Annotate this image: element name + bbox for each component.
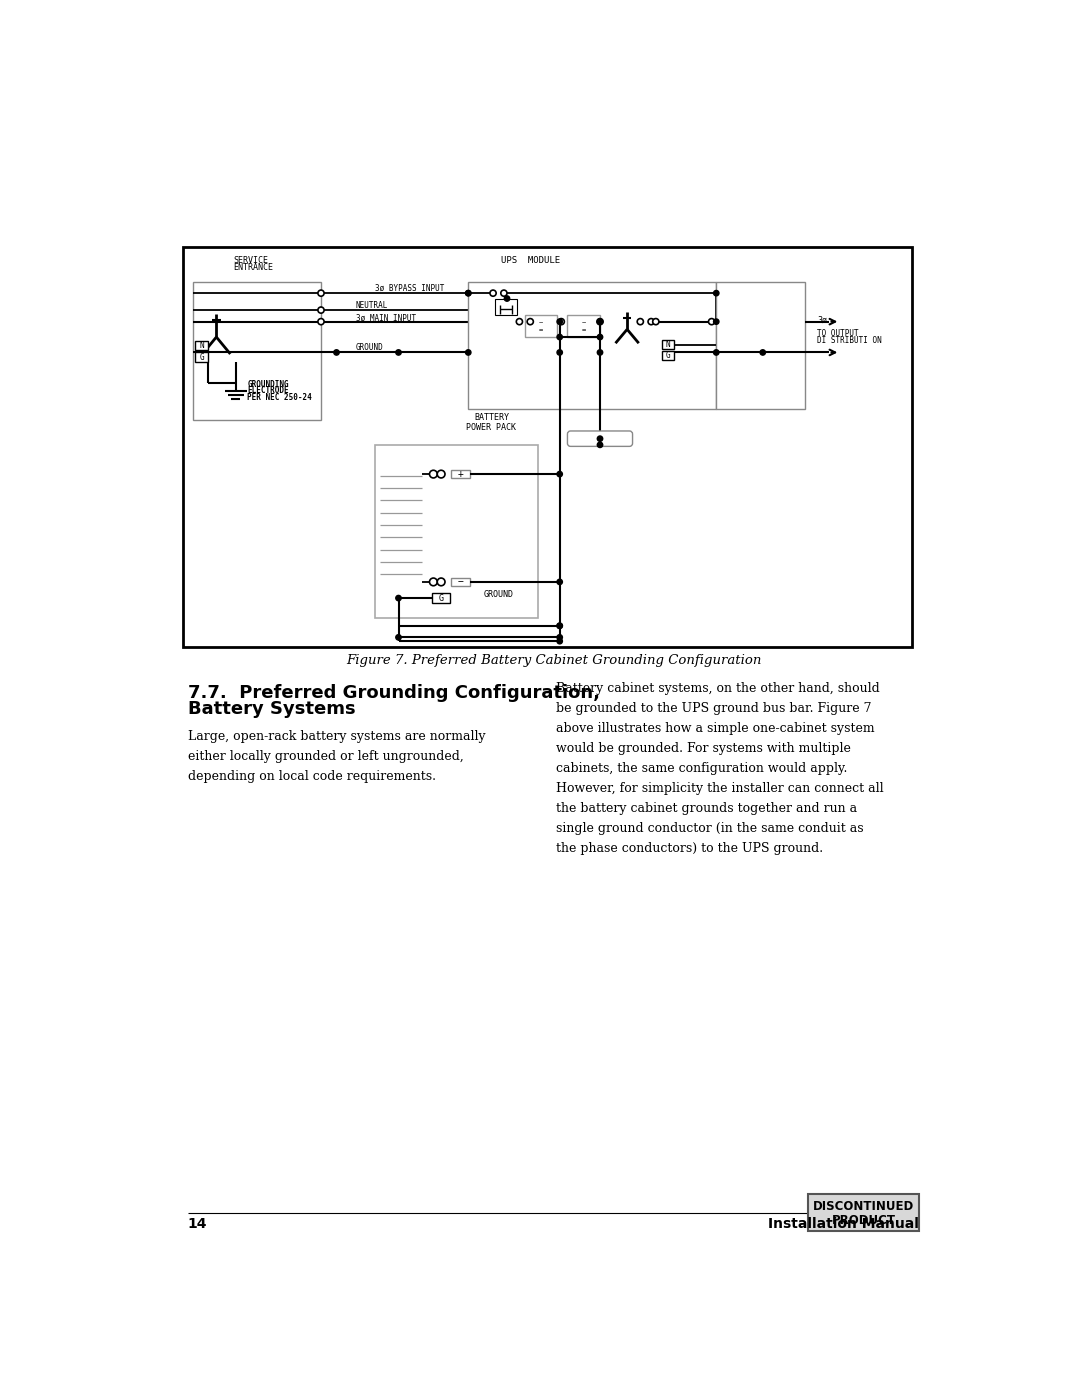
Bar: [195, 352, 207, 362]
Circle shape: [430, 471, 437, 478]
Circle shape: [714, 291, 719, 296]
Circle shape: [437, 578, 445, 585]
Circle shape: [490, 291, 496, 296]
Circle shape: [318, 307, 324, 313]
Text: POWER PACK: POWER PACK: [467, 423, 516, 432]
Text: Installation Manual: Installation Manual: [769, 1217, 919, 1231]
Text: PER NEC 250-24: PER NEC 250-24: [247, 393, 312, 401]
Circle shape: [527, 319, 534, 324]
Text: G: G: [200, 352, 204, 362]
Circle shape: [597, 441, 603, 447]
Circle shape: [648, 319, 654, 324]
Text: Battery Systems: Battery Systems: [188, 700, 355, 718]
Text: TO OUTPUT: TO OUTPUT: [816, 328, 859, 338]
Text: 3ø: 3ø: [816, 316, 827, 324]
Circle shape: [597, 319, 603, 324]
Text: GROUND: GROUND: [356, 342, 383, 352]
Text: ENTRANCE: ENTRANCE: [233, 263, 273, 272]
Circle shape: [437, 471, 445, 478]
Circle shape: [708, 319, 715, 324]
Circle shape: [637, 319, 644, 324]
Circle shape: [334, 349, 339, 355]
Text: N: N: [666, 341, 671, 349]
Text: GROUND: GROUND: [484, 591, 514, 599]
Bar: [193, 282, 321, 420]
Bar: [183, 247, 912, 647]
Circle shape: [465, 349, 471, 355]
Bar: [808, 1194, 919, 1231]
Text: Figure 7. Preferred Battery Cabinet Grounding Configuration: Figure 7. Preferred Battery Cabinet Grou…: [346, 654, 761, 666]
Circle shape: [557, 623, 563, 629]
Circle shape: [558, 319, 565, 324]
Text: 3ø MAIN INPUT: 3ø MAIN INPUT: [356, 313, 416, 323]
Text: DISCONTINUED: DISCONTINUED: [813, 1200, 914, 1213]
Text: BATTERY: BATTERY: [474, 414, 509, 422]
Bar: [375, 444, 538, 617]
Bar: [469, 282, 716, 409]
Bar: [451, 471, 470, 478]
Circle shape: [557, 471, 563, 476]
Text: N: N: [200, 341, 204, 351]
Circle shape: [557, 623, 563, 629]
Circle shape: [597, 334, 603, 339]
Text: ELECTRODE: ELECTRODE: [247, 387, 289, 395]
Text: G: G: [438, 594, 444, 602]
Text: G: G: [666, 351, 671, 360]
Circle shape: [557, 638, 563, 644]
Text: GROUNDING: GROUNDING: [247, 380, 289, 390]
Text: ~
=: ~ =: [582, 320, 585, 332]
Circle shape: [597, 319, 603, 324]
Text: +: +: [458, 469, 463, 479]
Circle shape: [760, 349, 766, 355]
Circle shape: [557, 634, 563, 640]
Text: ~
=: ~ =: [539, 320, 543, 332]
Bar: [451, 578, 470, 585]
Circle shape: [465, 291, 471, 296]
Circle shape: [557, 319, 563, 324]
Text: SERVICE: SERVICE: [233, 256, 269, 264]
Circle shape: [395, 595, 401, 601]
Circle shape: [501, 291, 507, 296]
Circle shape: [504, 296, 510, 302]
Text: Large, open-rack battery systems are normally
either locally grounded or left un: Large, open-rack battery systems are nor…: [188, 729, 485, 782]
Text: DI STRIBUTI ON: DI STRIBUTI ON: [816, 337, 881, 345]
Text: UPS  MODULE: UPS MODULE: [501, 256, 559, 264]
Text: 7.7.  Preferred Grounding Configuration,: 7.7. Preferred Grounding Configuration,: [188, 683, 599, 701]
FancyBboxPatch shape: [567, 432, 633, 447]
Circle shape: [714, 319, 719, 324]
Bar: [432, 594, 450, 602]
Bar: [496, 299, 517, 316]
Text: Battery cabinet systems, on the other hand, should
be grounded to the UPS ground: Battery cabinet systems, on the other ha…: [556, 682, 883, 855]
Circle shape: [597, 436, 603, 441]
Bar: [662, 351, 674, 360]
Bar: [567, 316, 600, 337]
Circle shape: [395, 634, 401, 640]
Circle shape: [465, 291, 471, 296]
Circle shape: [597, 349, 603, 355]
Circle shape: [557, 580, 563, 584]
Circle shape: [557, 334, 563, 339]
Text: −: −: [458, 577, 463, 587]
Circle shape: [395, 349, 401, 355]
Text: 14: 14: [188, 1217, 207, 1231]
Circle shape: [557, 349, 563, 355]
Circle shape: [430, 578, 437, 585]
Circle shape: [652, 319, 659, 324]
Circle shape: [318, 291, 324, 296]
Circle shape: [318, 319, 324, 324]
Text: PRODUCT: PRODUCT: [832, 1214, 895, 1227]
Text: NEUTRAL: NEUTRAL: [356, 300, 388, 310]
Bar: [195, 341, 207, 351]
Text: 3ø BYPASS INPUT: 3ø BYPASS INPUT: [375, 284, 445, 293]
Circle shape: [714, 349, 719, 355]
Bar: [525, 316, 557, 337]
Bar: [662, 339, 674, 349]
Circle shape: [516, 319, 523, 324]
Bar: [716, 282, 806, 409]
